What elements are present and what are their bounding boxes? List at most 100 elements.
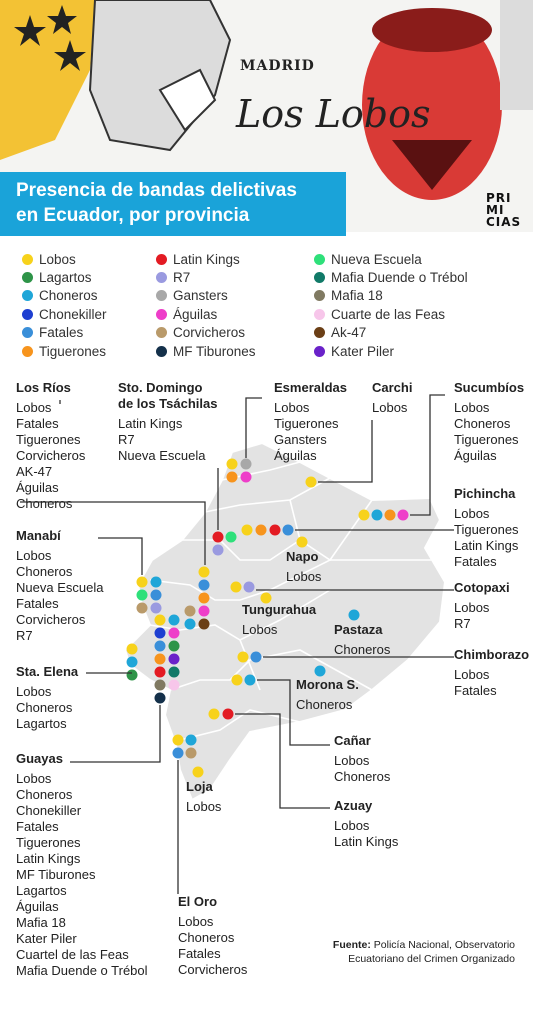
gang-name: Corvicheros	[16, 448, 86, 463]
legend-swatch	[22, 253, 33, 265]
province-label-canar: Cañar Lobos Choneros	[334, 733, 390, 785]
legend-swatch	[156, 308, 167, 320]
legend-swatch	[314, 345, 325, 357]
province-name: Pastaza	[334, 622, 383, 637]
gang-name: Gansters	[274, 432, 327, 447]
legend-label: Ak-47	[331, 325, 367, 341]
page-title-line1: Presencia de bandas delictivas	[16, 180, 297, 201]
gang-dot-latin-kings	[222, 708, 234, 720]
gang-dot-ak-47	[198, 618, 210, 630]
legend-swatch	[156, 271, 167, 283]
gang-dot-lobos	[208, 708, 220, 720]
gang-dot-lobos	[154, 614, 166, 626]
province-name: Guayas	[16, 751, 63, 766]
gang-dot-lagartos	[126, 669, 138, 681]
gang-name: Lobos	[16, 400, 52, 415]
gang-name: Lobos	[16, 684, 52, 699]
legend-label: Gansters	[173, 288, 228, 304]
gang-name: Choneros	[334, 642, 391, 657]
gang-name: Cuartel de las Feas	[16, 947, 129, 962]
gang-name: MF Tiburones	[16, 867, 96, 882]
gang-name: Latin Kings	[16, 851, 81, 866]
gang-name: Lobos	[178, 914, 214, 929]
logo-line1: PRI	[486, 191, 512, 205]
legend-label: Lobos	[39, 251, 76, 267]
province-label-napo: Napo Lobos	[286, 549, 321, 585]
legend-item-fatales: Fatales	[22, 324, 83, 342]
gang-dot-tiguerones	[226, 471, 238, 483]
gang-dot-choneros	[371, 509, 383, 521]
legend-item-lobos: Lobos	[22, 250, 76, 268]
legend-label: Choneros	[39, 288, 98, 304]
gang-dot-lobos	[260, 592, 272, 604]
gang-dot-lobos	[358, 509, 370, 521]
gang-dot-lobos	[305, 476, 317, 488]
province-label-santa-elena: Sta. Elena Lobos Choneros Lagartos	[16, 664, 78, 732]
legend-label: Mafia 18	[331, 288, 383, 304]
gang-dot-tiguerones	[255, 524, 267, 536]
gang-dot-corvicheros	[184, 605, 196, 617]
gang-dot-choneros	[184, 618, 196, 630]
source-text: Policía Nacional, Observatorio Ecuatoria…	[348, 939, 515, 965]
legend-label: Kater Piler	[331, 343, 395, 359]
title-banner: Presencia de bandas delictivas en Ecuado…	[0, 172, 346, 236]
gang-dot-fatales	[154, 640, 166, 652]
province-name: Pichincha	[454, 486, 516, 501]
province-name: El Oro	[178, 894, 218, 909]
legend-item-choneros: Choneros	[22, 287, 98, 305]
province-name: Carchi	[372, 380, 413, 395]
gang-name: Latin Kings	[454, 538, 519, 553]
leader-line	[318, 420, 373, 483]
gang-dot-lobos	[126, 643, 138, 655]
gang-name: Choneros	[296, 697, 353, 712]
gang-name: Tiguerones	[454, 432, 519, 447]
gang-dot-mafia-18	[154, 679, 166, 691]
leader-line	[98, 537, 143, 575]
province-name: Azuay	[334, 798, 373, 813]
leader-line	[20, 501, 206, 565]
province-label-guayas: Guayas Lobos Choneros Chonekiller Fatales Tig…	[16, 751, 148, 979]
gang-dot-corvicheros	[185, 747, 197, 759]
gang-name: Lobos	[334, 753, 370, 768]
legend-swatch	[314, 271, 325, 283]
legend-item-corvicheros: Corvicheros	[156, 324, 245, 342]
legend-swatch	[314, 253, 325, 265]
province-name: Loja	[186, 779, 213, 794]
gang-name: Tiguerones	[454, 522, 519, 537]
gang-name: Choneros	[16, 564, 73, 579]
gang-name: Fatales	[178, 946, 221, 961]
province-name: Los Ríos	[16, 380, 71, 395]
gang-dot-lobos	[237, 651, 249, 663]
province-name: Tungurahua	[242, 602, 317, 617]
gang-dot-choneros	[314, 665, 326, 677]
legend-label: Fatales	[39, 325, 84, 341]
gang-dot-kater-piler	[168, 653, 180, 665]
gang-name: Águilas	[16, 480, 59, 495]
gang-dot-chonekiller	[154, 627, 166, 639]
legend-label: MF Tiburones	[173, 343, 256, 359]
gang-name: Choneros	[16, 787, 73, 802]
gang-name: R7	[118, 432, 135, 447]
leader-line	[410, 394, 445, 516]
legend-item-tiguerones: Tiguerones	[22, 342, 106, 360]
legend-label: Cuarte de las Feas	[331, 306, 446, 322]
legend-label: Águilas	[173, 306, 218, 322]
gang-name: Lobos	[242, 622, 278, 637]
gang-name: Tiguerones	[16, 835, 81, 850]
legend-item-lagartos: Lagartos	[22, 268, 92, 286]
gang-name: Lobos	[274, 400, 310, 415]
legend-item-mafia-duende-o-trebol: Mafia Duende o Trébol	[314, 268, 468, 286]
gang-name: Mafia Duende o Trébol	[16, 963, 148, 978]
province-label-carchi: Carchi Lobos	[372, 380, 412, 416]
gang-name: Lobos	[186, 799, 222, 814]
gang-name: Corvicheros	[16, 612, 86, 627]
logo-line2: MI	[486, 203, 505, 217]
gang-name: Kater Piler	[16, 931, 77, 946]
leader-lines	[20, 394, 454, 894]
gang-name: Latin Kings	[118, 416, 183, 431]
province-label-esmeraldas: Esmeraldas Lobos Tiguerones Gansters Águilas	[274, 380, 347, 464]
province-label-tungurahua: Tungurahua Lobos	[242, 602, 316, 638]
legend-swatch	[22, 345, 33, 357]
gang-dot-fatales	[198, 579, 210, 591]
gang-dot-cuarte-de-las-feas	[168, 679, 180, 691]
